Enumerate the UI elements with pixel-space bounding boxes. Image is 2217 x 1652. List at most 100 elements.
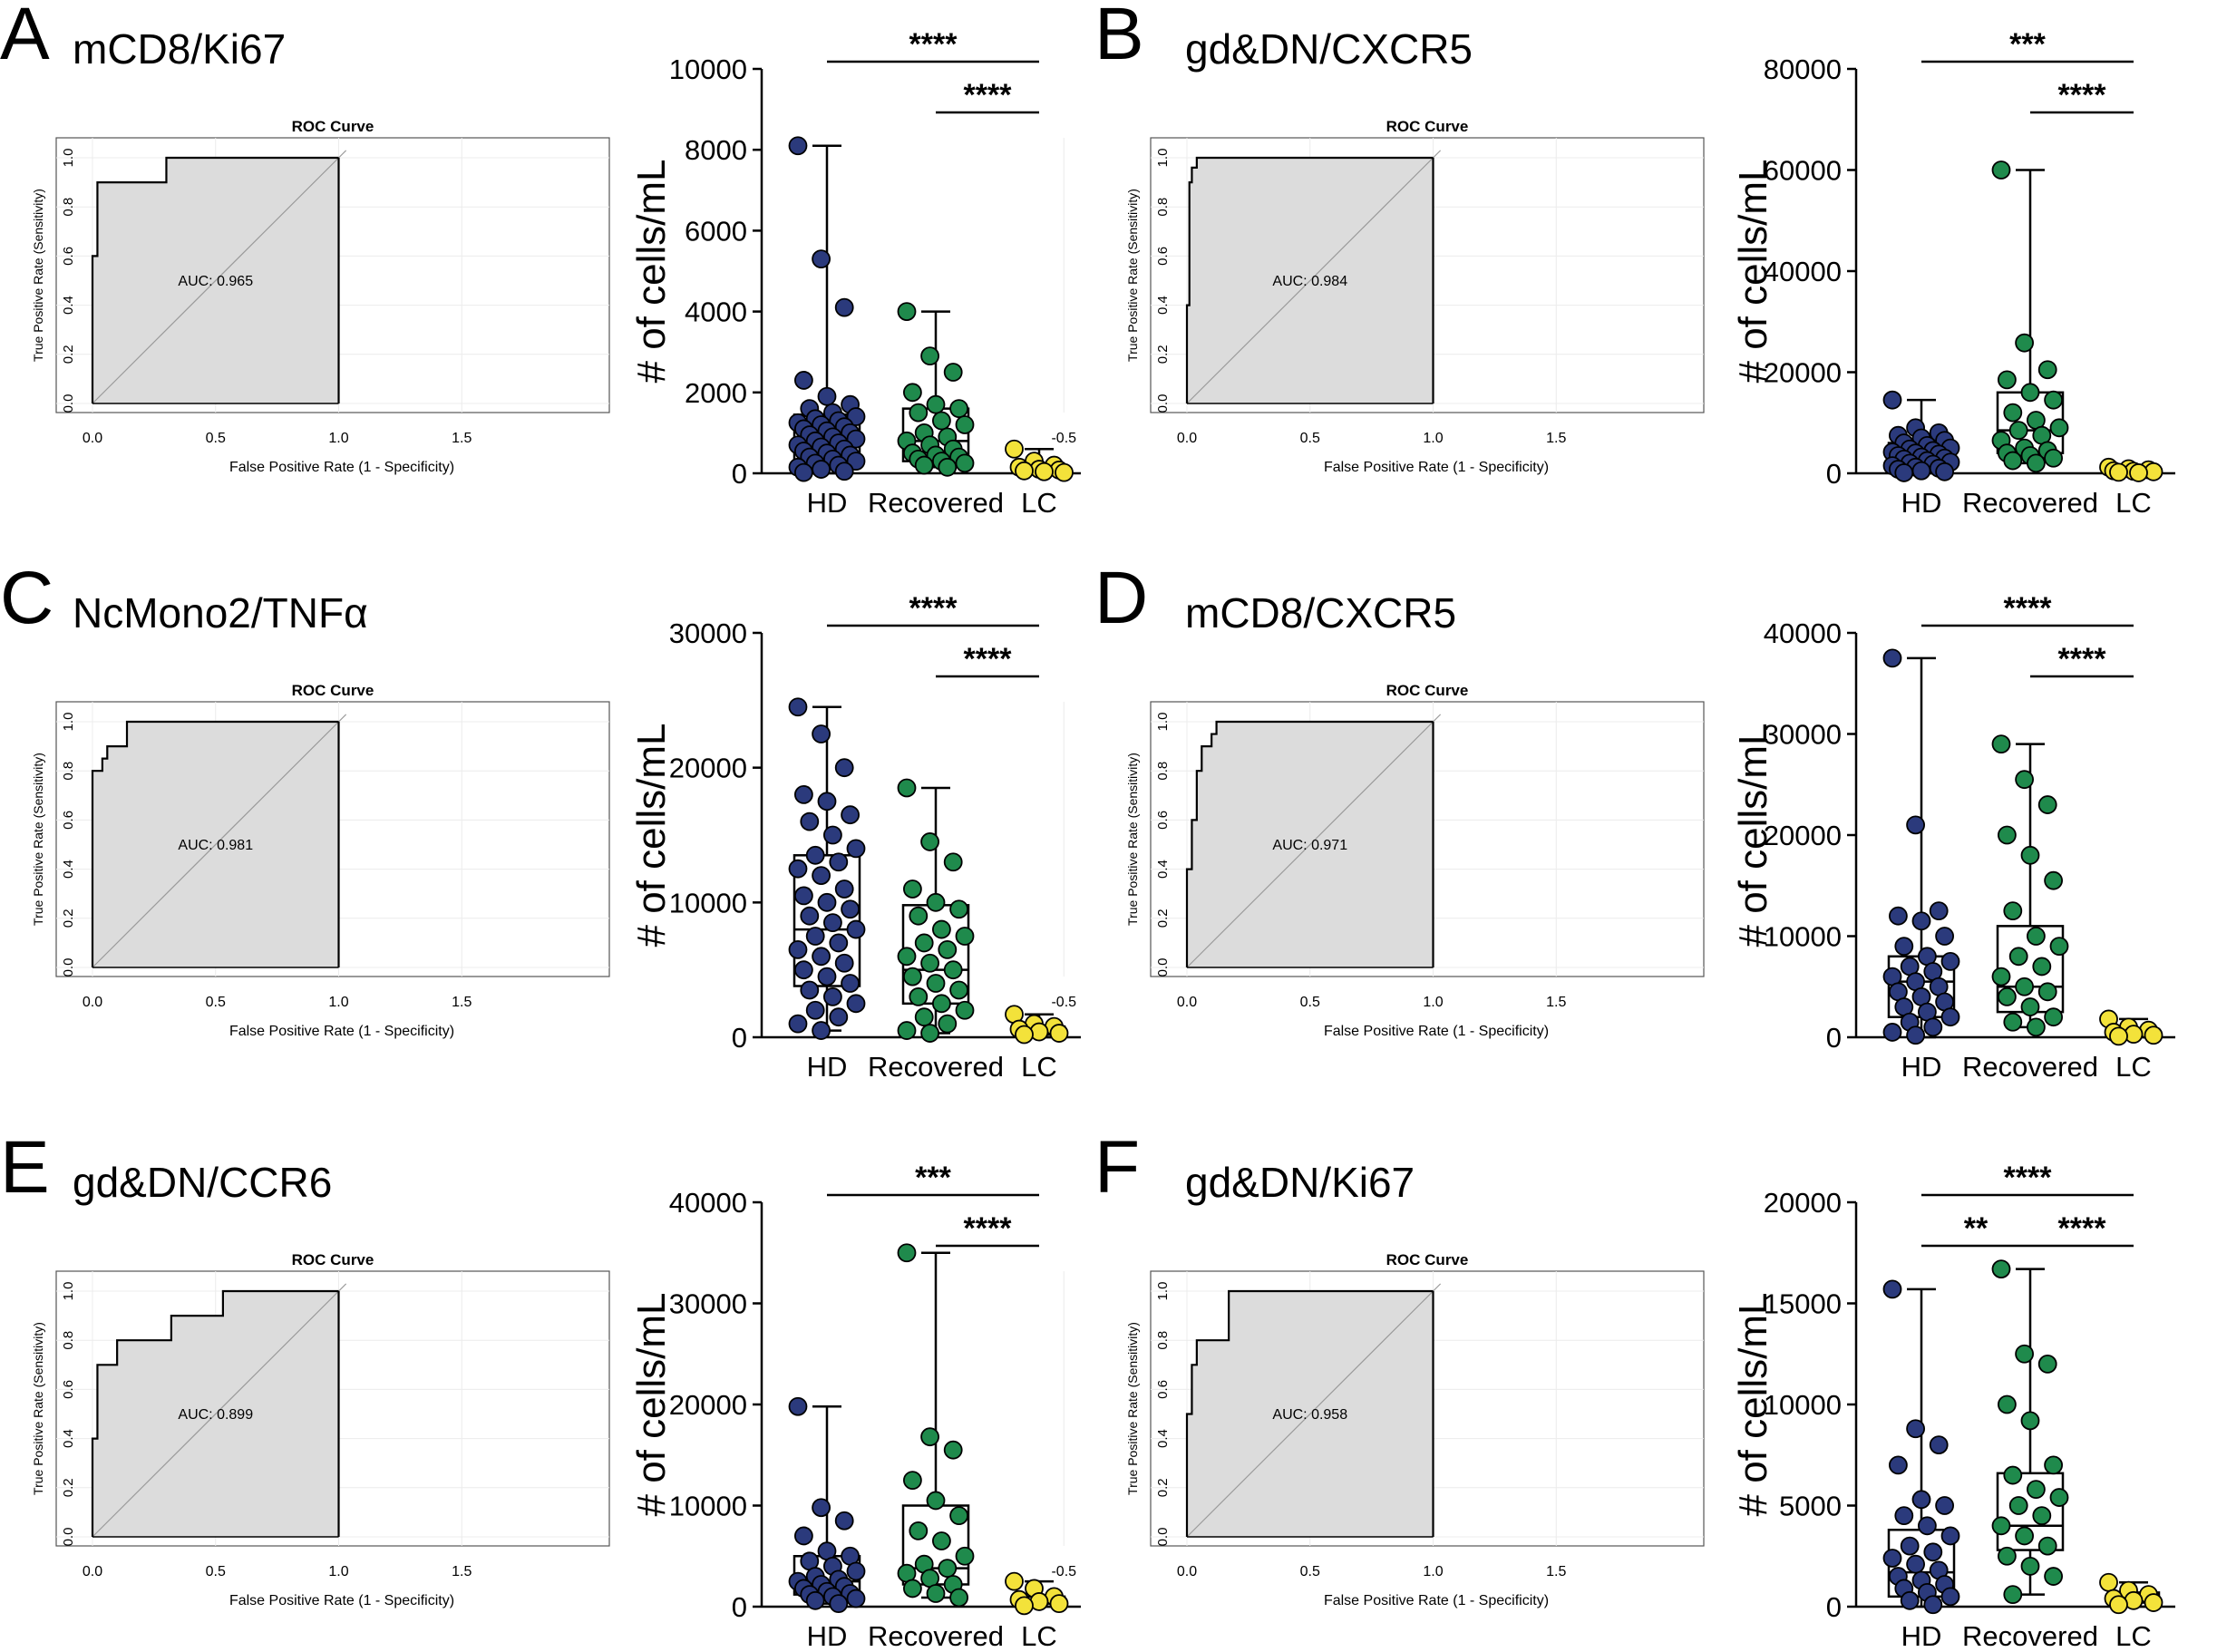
significance-label: *** bbox=[915, 1161, 951, 1195]
data-point bbox=[1918, 1516, 1937, 1536]
count-ytick-label: 40000 bbox=[1764, 617, 1842, 649]
significance-label: **** bbox=[964, 642, 1013, 676]
data-point bbox=[823, 986, 842, 1006]
data-point bbox=[2129, 463, 2148, 482]
data-point bbox=[2037, 982, 2057, 1002]
data-point bbox=[788, 1014, 808, 1034]
data-point bbox=[932, 919, 951, 939]
data-point bbox=[817, 792, 837, 811]
count-ytick-label: 20000 bbox=[1764, 357, 1842, 389]
data-point bbox=[2015, 770, 2034, 790]
count-category-label: LC bbox=[1021, 1620, 1057, 1652]
roc-ytick-label: 0.6 bbox=[61, 247, 76, 266]
roc-ytick-label: 0.4 bbox=[1155, 296, 1171, 315]
data-point bbox=[817, 386, 837, 406]
data-point bbox=[909, 906, 929, 926]
data-point bbox=[1906, 815, 1925, 835]
group-hd bbox=[1882, 390, 1960, 482]
box-iqr bbox=[1996, 1472, 2065, 1551]
data-point bbox=[1882, 390, 1902, 410]
count-ytick-label: 0 bbox=[732, 1591, 747, 1623]
roc-ytick-label: 0.8 bbox=[61, 1331, 76, 1350]
data-point bbox=[1882, 1549, 1902, 1568]
roc-ytick-label: 0.6 bbox=[1155, 247, 1171, 266]
count-plot: 0 10000 20000 30000 40000 # of cells/mL HD Reco… bbox=[629, 1161, 1081, 1652]
roc-ytick-label: 0.4 bbox=[1155, 1429, 1171, 1448]
data-point bbox=[800, 811, 820, 831]
roc-diagonal bbox=[1186, 714, 1442, 968]
data-point bbox=[926, 892, 946, 912]
roc-xtick-label: 1.5 bbox=[1546, 995, 1566, 1010]
panel-marker-title: gd&DN/Ki67 bbox=[1185, 1159, 1415, 1206]
group-hd bbox=[788, 136, 866, 482]
count-category-label: LC bbox=[2115, 1620, 2152, 1652]
roc-ytick-label: 1.0 bbox=[1155, 149, 1171, 168]
data-point bbox=[834, 297, 854, 317]
data-point bbox=[1998, 370, 2017, 390]
roc-xtick-label: 1.0 bbox=[1423, 995, 1443, 1010]
data-point bbox=[926, 974, 946, 993]
data-point bbox=[788, 697, 808, 717]
panel-e: Egd&DN/CCR6 ROC Curve AUC: 0.899 -0.5 0.0 0.5… bbox=[0, 1126, 1081, 1652]
count-ylabel: # of cells/mL bbox=[629, 160, 674, 384]
count-category-label: HD bbox=[807, 1051, 848, 1083]
panel-letter: C bbox=[0, 557, 53, 639]
data-point bbox=[2049, 418, 2069, 438]
data-point bbox=[2003, 1585, 2023, 1605]
count-plot: 0 2000 4000 6000 8000 10000 # of cells/mL HD Rec… bbox=[629, 27, 1081, 519]
count-category-label: HD bbox=[1901, 1051, 1942, 1083]
roc-ytick-label: 0.2 bbox=[61, 1478, 76, 1497]
count-ytick-label: 30000 bbox=[1764, 719, 1842, 751]
roc-ytick-label: 0.8 bbox=[61, 762, 76, 781]
roc-xtick-label: 0.5 bbox=[1300, 995, 1320, 1010]
data-point bbox=[1940, 951, 1960, 971]
data-point bbox=[2015, 1526, 2034, 1546]
data-point bbox=[1911, 911, 1931, 931]
data-point bbox=[903, 383, 922, 403]
data-point bbox=[829, 1594, 849, 1614]
group-lc bbox=[1005, 1005, 1069, 1045]
data-point bbox=[2109, 1595, 2128, 1615]
data-point bbox=[1991, 1516, 2011, 1536]
roc-xtick-label: 0.0 bbox=[1177, 995, 1197, 1010]
data-point bbox=[2015, 1344, 2034, 1364]
data-point bbox=[903, 879, 922, 899]
roc-ytick-label: 0.2 bbox=[1155, 345, 1171, 364]
count-ylabel: # of cells/mL bbox=[1731, 1293, 1775, 1517]
count-ytick-label: 10000 bbox=[1764, 1389, 1842, 1421]
data-point bbox=[817, 892, 837, 912]
roc-auc-label: AUC: 0.965 bbox=[178, 274, 253, 289]
significance-label: *** bbox=[2009, 27, 2046, 62]
roc-ytick-label: 0.2 bbox=[1155, 909, 1171, 928]
roc-ytick-label: 0.0 bbox=[1155, 958, 1171, 977]
significance-label: **** bbox=[964, 78, 1013, 112]
data-point bbox=[1882, 1023, 1902, 1042]
count-ytick-label: 0 bbox=[732, 1022, 747, 1054]
roc-xtick-label: 1.5 bbox=[1546, 1564, 1566, 1579]
data-point bbox=[2044, 1567, 2063, 1586]
data-point bbox=[2144, 1593, 2164, 1612]
roc-ytick-label: 0.8 bbox=[1155, 762, 1171, 781]
data-point bbox=[1991, 160, 2011, 180]
significance-label: **** bbox=[2004, 1161, 2053, 1195]
roc-xtick-label: 1.5 bbox=[452, 995, 472, 1010]
data-point bbox=[2027, 453, 2046, 473]
data-point bbox=[812, 866, 831, 886]
data-point bbox=[897, 778, 917, 798]
count-category-label: HD bbox=[807, 1620, 848, 1652]
roc-plot: ROC Curve AUC: 0.984 -0.5 0.0 0.5 1.0 1.5 0.0 0.… bbox=[1051, 118, 1705, 475]
roc-auc-label: AUC: 0.899 bbox=[178, 1407, 253, 1423]
data-point bbox=[949, 399, 968, 419]
roc-ylabel: True Positive Rate (Sensitivity) bbox=[31, 753, 45, 926]
group-lc bbox=[1005, 1571, 1069, 1616]
group-lc bbox=[2099, 1009, 2164, 1046]
count-category-label: Recovered bbox=[868, 1620, 1004, 1652]
significance-label: **** bbox=[909, 27, 958, 62]
data-point bbox=[2027, 1480, 2046, 1500]
data-point bbox=[1882, 648, 1902, 668]
data-point bbox=[805, 1590, 825, 1610]
roc-diagonal bbox=[92, 714, 347, 968]
data-point bbox=[1935, 1496, 1954, 1515]
